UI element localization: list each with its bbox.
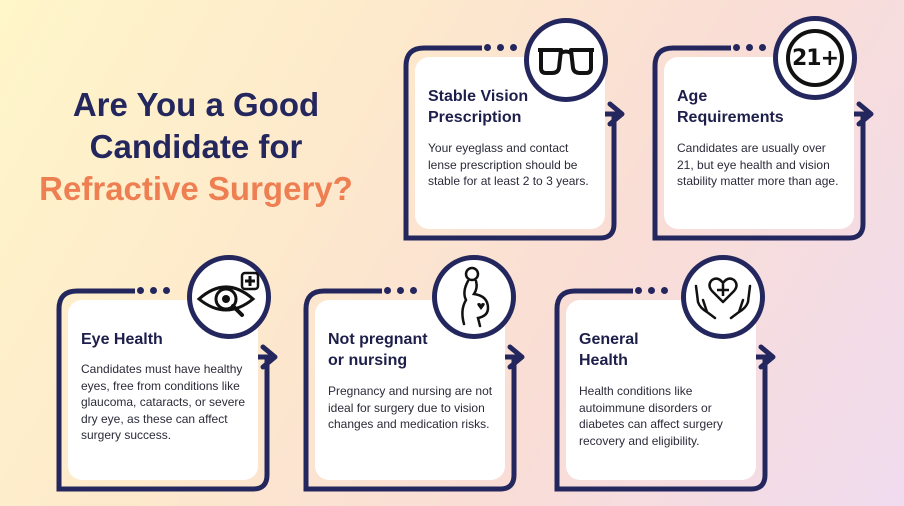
icon-circle	[187, 255, 271, 339]
icon-circle	[681, 255, 765, 339]
pregnant-woman-icon	[461, 266, 490, 328]
card-body: Health conditions like autoimmune disord…	[579, 384, 723, 448]
card-title: Eye Health	[81, 331, 163, 348]
arrow-icon	[507, 344, 525, 370]
dots-icon	[635, 287, 668, 294]
age-badge-text: 21+	[791, 45, 839, 71]
card-title: Not pregnant or nursing	[328, 331, 428, 369]
headline: Are You a Good Candidate for Refractive …	[0, 84, 392, 210]
card-body: Your eyeglass and contact lense prescrip…	[428, 141, 589, 188]
dots-icon	[384, 287, 417, 294]
card-body: Pregnancy and nursing are not ideal for …	[328, 384, 493, 431]
card-title: Age Requirements	[677, 88, 784, 126]
arrow-icon	[607, 101, 625, 127]
headline-line-3: Refractive Surgery?	[39, 170, 353, 207]
card-title: General Health	[579, 331, 639, 369]
icon-circle: 21+	[773, 16, 857, 100]
eyeglasses-icon	[538, 48, 594, 75]
card-body: Candidates must have healthy eyes, free …	[81, 362, 246, 442]
icon-circle	[432, 255, 516, 339]
eye-exam-icon	[196, 271, 260, 317]
card-title: Stable Vision Prescription	[428, 88, 529, 126]
arrow-icon	[856, 101, 874, 127]
headline-line-1: Are You a Good	[72, 86, 320, 123]
arrow-icon	[260, 344, 278, 370]
heart-in-hands-icon	[694, 277, 752, 320]
headline-line-2: Candidate for	[89, 128, 303, 165]
dots-icon	[484, 44, 517, 51]
dots-icon	[733, 44, 766, 51]
arrow-icon	[758, 344, 776, 370]
age-21-plus-icon: 21+	[786, 29, 844, 87]
dots-icon	[137, 287, 170, 294]
card-body: Candidates are usually over 21, but eye …	[677, 141, 839, 188]
icon-circle	[524, 18, 608, 102]
